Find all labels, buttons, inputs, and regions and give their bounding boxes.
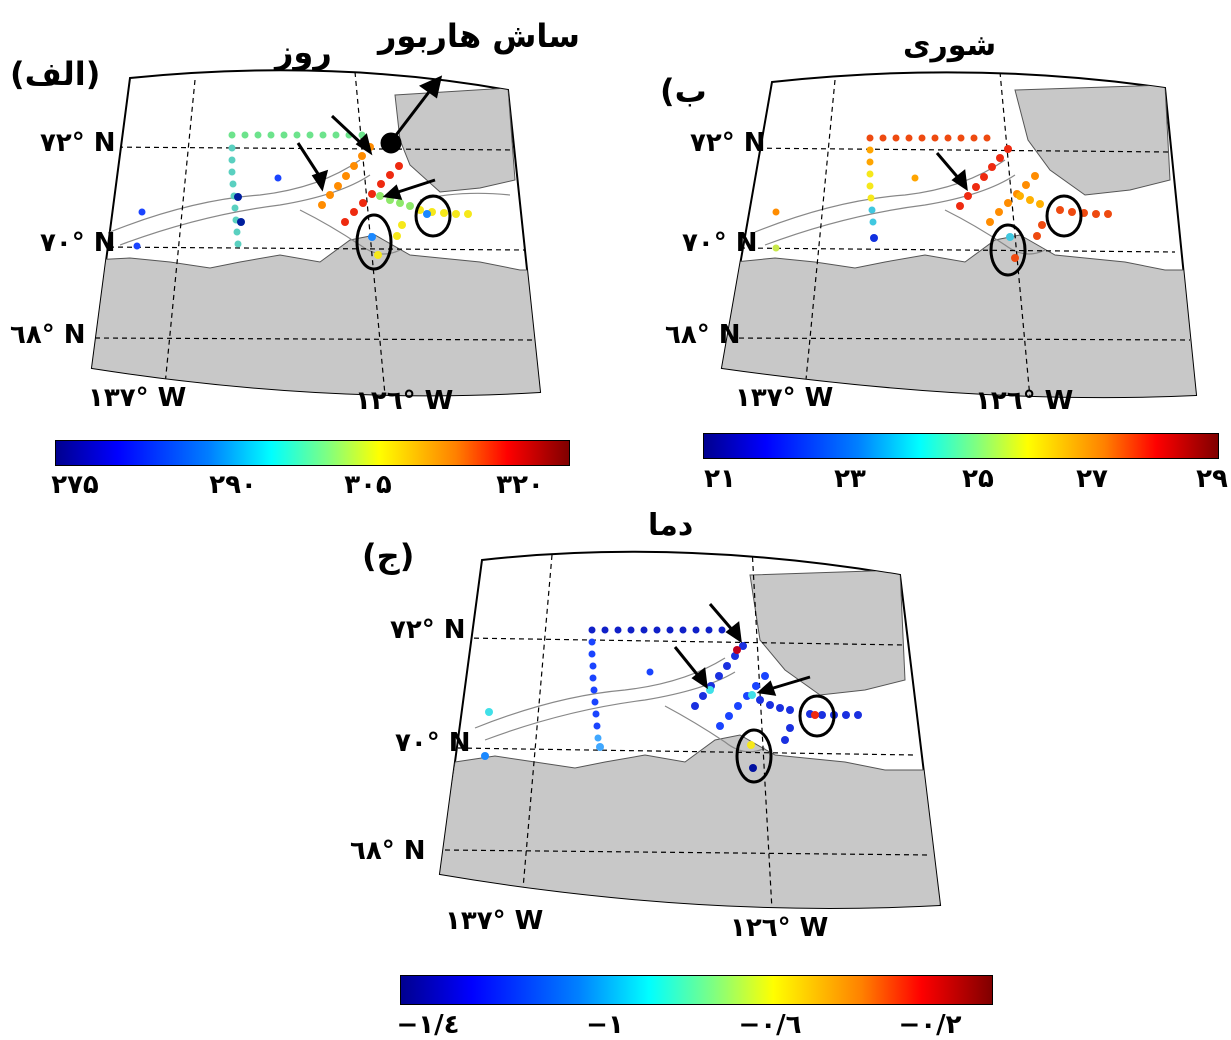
colorbar-tick: ۲۵ bbox=[962, 464, 994, 494]
colorbar-tick: ۲۱ bbox=[704, 464, 736, 494]
colorbar-tick: ۳۰۵ bbox=[344, 470, 392, 500]
colorbar-c bbox=[400, 975, 993, 1005]
lon-label-137: ۱۳۷° W bbox=[735, 383, 834, 413]
panel-letter: (ب bbox=[660, 72, 707, 110]
colorbar-tick: ۲۷۵ bbox=[51, 470, 99, 500]
colorbar-tick: ۲۷ bbox=[1076, 464, 1108, 494]
colorbar-tick: ۲۳ bbox=[834, 464, 866, 494]
lat-label-68: ٦۸° N bbox=[665, 320, 741, 350]
arrows bbox=[935, 152, 968, 192]
highlight-circle bbox=[1045, 194, 1083, 238]
lat-label-70: ۷۰° N bbox=[682, 228, 758, 258]
lon-label-137: ۱۳۷° W bbox=[445, 906, 544, 936]
highlight-circle bbox=[798, 694, 836, 738]
colorbar-tick: ۳۲۰ bbox=[496, 470, 544, 500]
panel-title: دما bbox=[648, 508, 694, 543]
callout-day-label: روز bbox=[275, 33, 332, 71]
colorbar-tick: −۰/٦ bbox=[738, 1010, 802, 1040]
colorbar-tick: −۱/٤ bbox=[396, 1010, 460, 1040]
colorbar-tick: −۰/۲ bbox=[898, 1010, 962, 1040]
callout-sachs-harbour: ساش هاربور bbox=[378, 17, 580, 55]
lat-label-72: ۷۲° N bbox=[390, 615, 466, 645]
lat-label-70: ۷۰° N bbox=[40, 228, 116, 258]
arrows bbox=[673, 603, 811, 696]
map-a bbox=[90, 69, 542, 397]
highlight-circle bbox=[414, 194, 452, 238]
colorbar-tick: ۲۹ bbox=[1196, 464, 1228, 494]
panel-letter: (الف) bbox=[10, 55, 101, 93]
colorbar-tick: −۱ bbox=[586, 1010, 624, 1040]
lat-label-68: ٦۸° N bbox=[350, 836, 426, 866]
panel-c: دما (ج) bbox=[340, 500, 993, 1040]
colorbar-a bbox=[55, 440, 570, 466]
panel-title: شوری bbox=[903, 28, 997, 63]
lat-label-70: ۷۰° N bbox=[395, 728, 471, 758]
lon-label-126: ۱۲٦° W bbox=[975, 386, 1074, 416]
colorbar-b bbox=[703, 433, 1219, 459]
colorbar-tick: ۲۹۰ bbox=[209, 470, 257, 500]
map-c bbox=[438, 550, 942, 909]
lon-label-137: ۱۳۷° W bbox=[88, 383, 187, 413]
data-points bbox=[133, 131, 472, 259]
panel-letter: (ج) bbox=[362, 537, 415, 575]
map-b bbox=[720, 71, 1198, 399]
lon-label-126: ۱۲٦° W bbox=[355, 386, 454, 416]
highlight-circle bbox=[355, 213, 393, 271]
lat-label-68: ٦۸° N bbox=[10, 320, 86, 350]
highlight-circle bbox=[735, 728, 773, 784]
lat-label-72: ۷۲° N bbox=[690, 128, 766, 158]
lon-label-126: ۱۲٦° W bbox=[730, 913, 829, 943]
lat-label-72: ۷۲° N bbox=[40, 128, 116, 158]
highlight-circle bbox=[989, 223, 1027, 277]
panel-b: شوری (ب bbox=[630, 0, 1231, 500]
arrows bbox=[296, 75, 443, 200]
data-points bbox=[772, 134, 1112, 262]
land-banks-island bbox=[394, 87, 516, 193]
panel-a: (الف) bbox=[0, 0, 600, 500]
